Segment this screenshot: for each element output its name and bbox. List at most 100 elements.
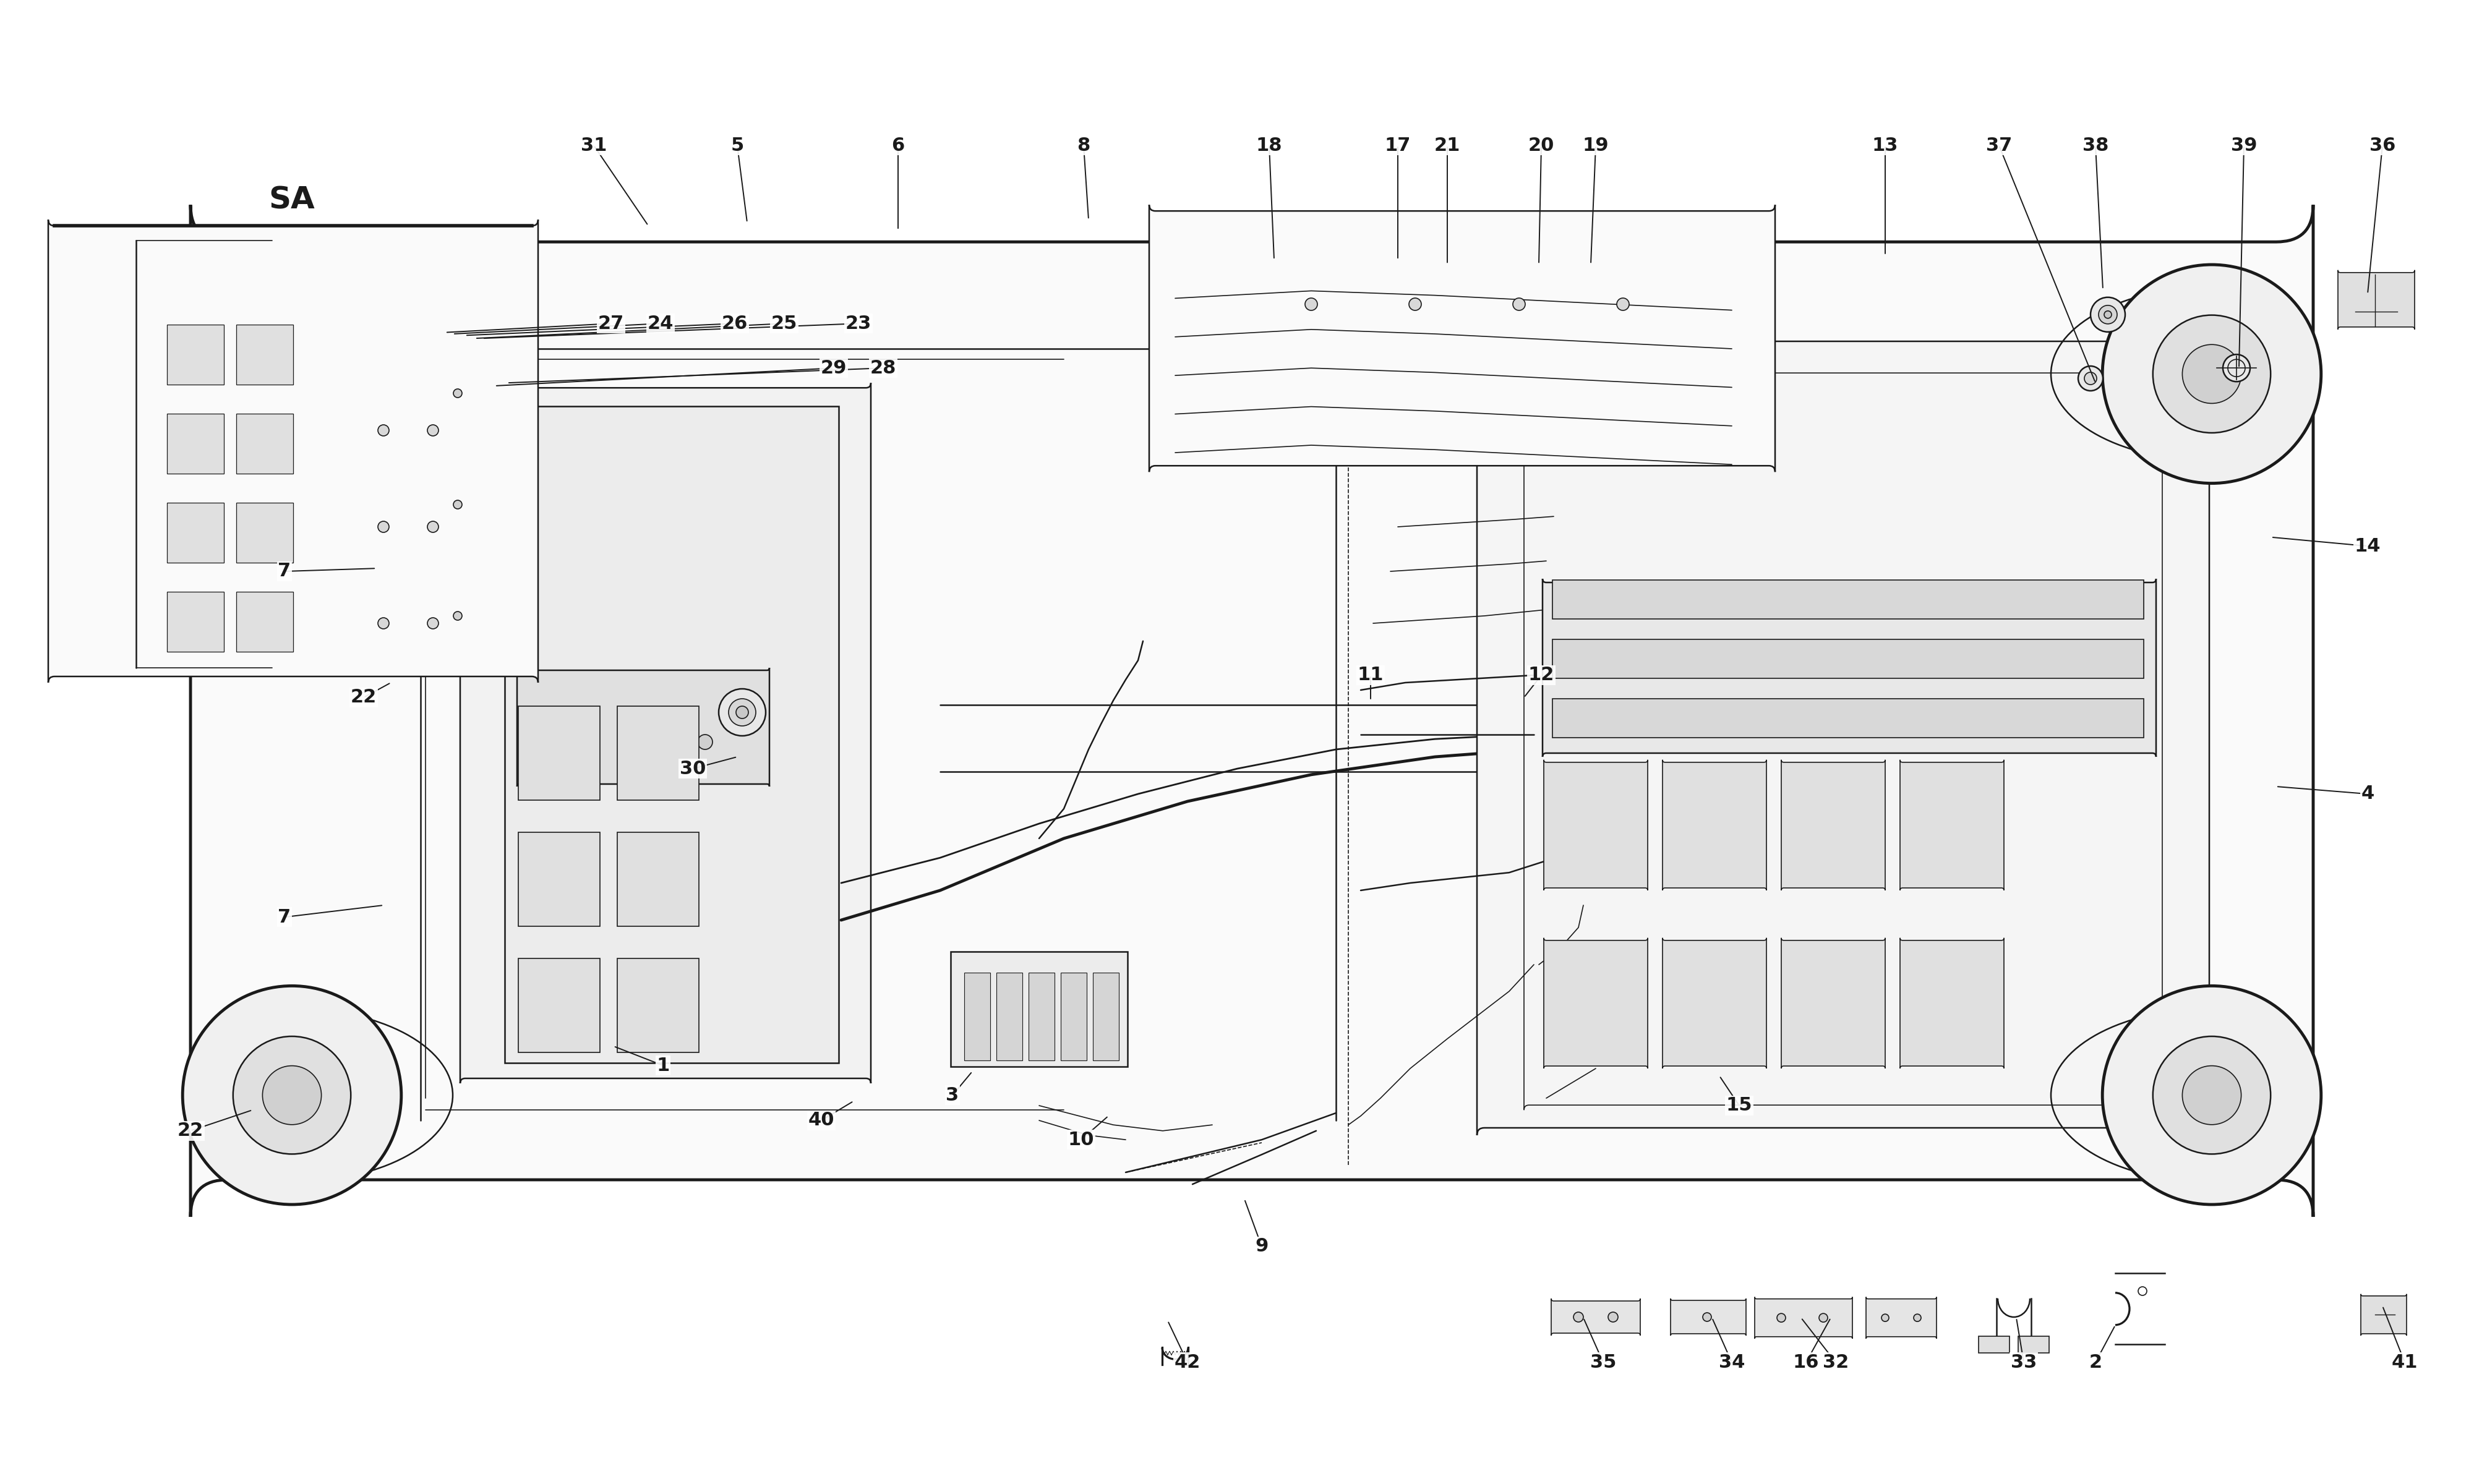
FancyBboxPatch shape [2019, 1336, 2048, 1353]
Circle shape [1915, 1315, 1920, 1321]
Text: 20: 20 [1529, 137, 1554, 154]
Circle shape [1883, 1315, 1890, 1321]
Circle shape [549, 735, 564, 749]
Text: 17: 17 [1385, 137, 1410, 154]
Text: 3: 3 [945, 1086, 960, 1104]
Text: 2: 2 [2088, 1353, 2103, 1371]
Circle shape [2091, 297, 2125, 332]
Circle shape [2078, 367, 2103, 390]
FancyBboxPatch shape [1865, 1297, 1937, 1339]
Circle shape [262, 1066, 322, 1125]
Text: 31: 31 [581, 137, 606, 154]
Text: 28: 28 [871, 359, 896, 377]
Circle shape [262, 344, 322, 404]
FancyBboxPatch shape [618, 959, 700, 1052]
Circle shape [1618, 298, 1628, 310]
FancyBboxPatch shape [460, 383, 871, 1083]
Text: 5: 5 [730, 137, 745, 154]
Text: 9: 9 [1254, 1238, 1269, 1255]
Text: 24: 24 [648, 315, 673, 332]
Text: 13: 13 [1873, 137, 1898, 154]
Circle shape [379, 424, 388, 436]
FancyBboxPatch shape [1663, 938, 1766, 1068]
FancyBboxPatch shape [1754, 1297, 1853, 1339]
Text: 19: 19 [1583, 137, 1608, 154]
Text: 27: 27 [599, 315, 623, 332]
Circle shape [2182, 344, 2241, 404]
Text: 4: 4 [2360, 785, 2375, 803]
FancyBboxPatch shape [1477, 334, 2209, 1135]
Text: 36: 36 [2370, 137, 2395, 154]
Text: 21: 21 [1435, 137, 1460, 154]
FancyBboxPatch shape [1544, 938, 1648, 1068]
Circle shape [379, 521, 388, 533]
Text: 33: 33 [2011, 1353, 2036, 1371]
Circle shape [379, 617, 388, 629]
FancyBboxPatch shape [618, 706, 700, 800]
FancyBboxPatch shape [2338, 270, 2415, 329]
Text: 38: 38 [2083, 137, 2108, 154]
FancyBboxPatch shape [2360, 1294, 2407, 1336]
FancyBboxPatch shape [618, 833, 700, 926]
Circle shape [1573, 1312, 1583, 1322]
Circle shape [2152, 1036, 2271, 1155]
FancyBboxPatch shape [1900, 760, 2004, 890]
FancyBboxPatch shape [505, 407, 839, 1063]
Text: 29: 29 [821, 359, 846, 377]
Text: 35: 35 [1591, 1353, 1616, 1371]
Text: 42: 42 [1175, 1353, 1200, 1371]
Circle shape [233, 315, 351, 433]
Text: SA: SA [270, 186, 314, 215]
Circle shape [2222, 355, 2251, 381]
Circle shape [233, 1036, 351, 1155]
Circle shape [1776, 1313, 1786, 1322]
Text: 15: 15 [1727, 1097, 1752, 1114]
FancyBboxPatch shape [168, 503, 223, 562]
FancyBboxPatch shape [1781, 938, 1885, 1068]
Circle shape [428, 521, 438, 533]
FancyBboxPatch shape [997, 972, 1022, 1061]
Text: 16: 16 [1794, 1353, 1818, 1371]
FancyBboxPatch shape [238, 414, 294, 473]
Text: 34: 34 [1719, 1353, 1744, 1371]
Text: 25: 25 [772, 315, 797, 332]
FancyBboxPatch shape [1979, 1336, 2009, 1353]
FancyBboxPatch shape [1554, 580, 2142, 619]
Text: 32: 32 [1823, 1353, 1848, 1371]
Circle shape [737, 706, 747, 718]
Circle shape [1410, 298, 1423, 310]
Circle shape [1702, 1313, 1712, 1321]
Circle shape [2098, 306, 2118, 324]
Text: 23: 23 [846, 315, 871, 332]
Text: 18: 18 [1257, 137, 1282, 154]
Text: 1: 1 [656, 1057, 670, 1074]
Text: 22: 22 [351, 689, 376, 706]
FancyBboxPatch shape [1781, 760, 1885, 890]
Circle shape [453, 500, 463, 509]
FancyBboxPatch shape [1544, 760, 1648, 890]
Circle shape [2103, 310, 2113, 318]
Circle shape [727, 699, 757, 726]
Text: 39: 39 [2232, 137, 2256, 154]
Circle shape [453, 389, 463, 398]
FancyBboxPatch shape [190, 205, 2313, 1217]
FancyBboxPatch shape [238, 325, 294, 384]
FancyBboxPatch shape [520, 706, 599, 800]
Text: 12: 12 [1529, 666, 1554, 684]
FancyBboxPatch shape [49, 220, 539, 683]
FancyBboxPatch shape [950, 951, 1128, 1067]
FancyBboxPatch shape [1554, 640, 2142, 678]
Text: 7: 7 [277, 562, 292, 580]
FancyBboxPatch shape [1663, 760, 1766, 890]
FancyBboxPatch shape [168, 592, 223, 651]
Circle shape [1608, 1312, 1618, 1322]
Text: 41: 41 [2392, 1353, 2417, 1371]
FancyBboxPatch shape [1029, 972, 1054, 1061]
FancyBboxPatch shape [1670, 1298, 1747, 1336]
Circle shape [453, 611, 463, 620]
Circle shape [183, 985, 401, 1205]
FancyBboxPatch shape [1551, 1298, 1640, 1336]
FancyBboxPatch shape [1900, 938, 2004, 1068]
FancyBboxPatch shape [168, 325, 223, 384]
FancyBboxPatch shape [965, 972, 990, 1061]
